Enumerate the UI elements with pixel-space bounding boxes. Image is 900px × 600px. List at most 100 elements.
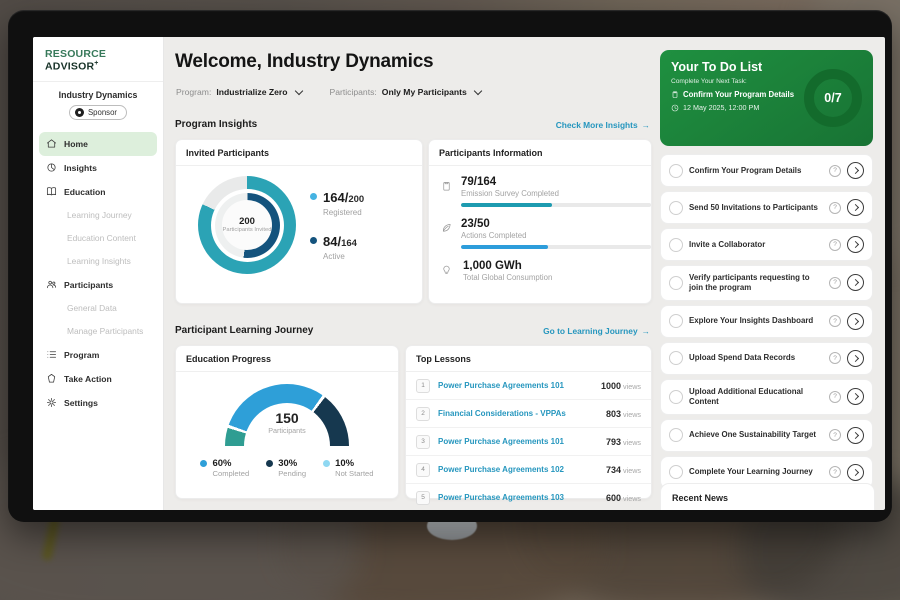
program-dropdown[interactable]: Program: Industrialize Zero (176, 86, 303, 97)
chevron-right-button[interactable] (847, 349, 864, 367)
participants-value: Only My Participants (381, 87, 467, 97)
sidebar-item-manage-participants[interactable]: Manage Participants (67, 326, 144, 336)
lesson-row: 1 Power Purchase Agreements 101 1000 view… (406, 372, 651, 400)
participants-dropdown[interactable]: Participants: Only My Participants (329, 86, 483, 97)
task-explore-insights[interactable]: Explore Your Insights Dashboard ? (660, 304, 873, 338)
help-icon[interactable]: ? (829, 201, 841, 214)
lesson-link[interactable]: Power Purchase Agreements 101 (438, 437, 564, 446)
task-upload-educational-content[interactable]: Upload Additional Educational Content ? (660, 378, 873, 415)
checkbox-icon[interactable] (669, 163, 683, 178)
lesson-link[interactable]: Financial Considerations - VPPAs (438, 409, 566, 418)
active-dot-icon (310, 237, 317, 244)
legend-completed: 60% Completed (200, 458, 249, 478)
lessons-list: 1 Power Purchase Agreements 101 1000 view… (406, 372, 651, 510)
sidebar-item-learning-insights[interactable]: Learning Insights (67, 256, 131, 266)
check-more-insights-link[interactable]: Check More Insights → (555, 119, 650, 130)
sidebar-item-education[interactable]: Education (39, 180, 157, 204)
todo-task-list: Confirm Your Program Details ? Send 50 I… (660, 154, 873, 510)
chevron-right-button[interactable] (847, 426, 864, 444)
gauge-center-value: 150 (275, 410, 299, 426)
education-progress-card: Education Progress 150 Participants (175, 345, 399, 499)
sidebar-item-settings[interactable]: Settings (39, 391, 157, 415)
sidebar-item-general-data[interactable]: General Data (67, 303, 117, 313)
sponsor-badge: Sponsor (68, 104, 128, 120)
task-confirm-program-details[interactable]: Confirm Your Program Details ? (660, 154, 873, 187)
actions-progress-bar (461, 245, 651, 249)
leaf-icon (442, 223, 451, 232)
help-icon[interactable]: ? (829, 276, 841, 289)
monitor-bezel: RESOURCE ADVISOR+ Industry Dynamics Spon… (8, 10, 892, 522)
invited-participants-card: Invited Participants 200 Participants In… (175, 139, 423, 304)
participants-label: Participants: (329, 87, 377, 97)
sidebar-item-home[interactable]: Home (39, 131, 157, 156)
sidebar-nav: Home Insights Education Learning Journey… (33, 128, 163, 419)
card-title: Top Lessons (406, 346, 651, 372)
lesson-row: 4 Power Purchase Agreements 102 734 views (406, 456, 651, 484)
todo-title: Your To Do List (671, 60, 763, 74)
go-to-learning-journey-link[interactable]: Go to Learning Journey → (543, 325, 650, 336)
donut-center-label: Participants Invited (222, 227, 272, 234)
chevron-right-button[interactable] (847, 388, 864, 406)
logo-advisor: ADVISOR (45, 60, 95, 73)
action-icon (47, 373, 56, 383)
task-achieve-sustainability-target[interactable]: Achieve One Sustainability Target ? (660, 418, 873, 452)
checkbox-icon[interactable] (669, 351, 683, 366)
not-started-dot-icon (323, 460, 331, 467)
insights-icon (47, 163, 56, 172)
gauge-center-label: Participants (268, 426, 306, 435)
help-icon[interactable]: ? (829, 429, 841, 441)
checkbox-icon[interactable] (669, 314, 683, 329)
section-title: Participant Learning Journey (175, 325, 314, 336)
section-title: Program Insights (175, 119, 258, 130)
chevron-right-button[interactable] (847, 312, 864, 330)
lesson-row: 3 Power Purchase Agreements 101 793 views (406, 428, 651, 456)
sidebar-item-participants[interactable]: Participants (39, 273, 157, 297)
sidebar-item-label: Settings (64, 397, 98, 408)
page-title: Welcome, Industry Dynamics (175, 51, 434, 72)
sidebar-item-education-content[interactable]: Education Content (67, 233, 136, 243)
chevron-right-button[interactable] (847, 199, 864, 216)
todo-counter: 0/7 (824, 91, 842, 105)
sidebar-item-take-action[interactable]: Take Action (39, 367, 157, 391)
program-label: Program: (176, 87, 212, 97)
sidebar-item-insights[interactable]: Insights (39, 156, 157, 180)
chevron-right-button[interactable] (847, 274, 864, 292)
sidebar-item-label: Home (64, 138, 88, 149)
chevron-right-button[interactable] (847, 463, 864, 481)
help-icon[interactable]: ? (829, 315, 841, 328)
learning-journey-header: Participant Learning Journey Go to Learn… (175, 325, 650, 336)
task-verify-participants[interactable]: Verify participants requesting to join t… (660, 265, 873, 301)
checkbox-icon[interactable] (669, 275, 683, 290)
sidebar-item-learning-journey[interactable]: Learning Journey (67, 210, 132, 220)
todo-datetime: 12 May 2025, 12:00 PM (683, 103, 760, 112)
lesson-link[interactable]: Power Purchase Agreements 103 (438, 493, 564, 502)
checkbox-icon[interactable] (669, 465, 683, 479)
gear-icon (46, 397, 57, 408)
checkbox-icon[interactable] (669, 428, 683, 442)
help-icon[interactable]: ? (829, 466, 841, 478)
checkbox-icon[interactable] (669, 200, 683, 215)
task-invite-collaborator[interactable]: Invite a Collaborator ? (660, 228, 873, 261)
top-lessons-card: Top Lessons 1 Power Purchase Agreements … (405, 345, 652, 505)
help-icon[interactable]: ? (829, 238, 841, 251)
checkbox-icon[interactable] (669, 237, 683, 252)
recent-news-title: Recent News (661, 484, 874, 510)
help-icon[interactable]: ? (829, 352, 841, 365)
checkbox-icon[interactable] (669, 389, 683, 404)
todo-progress-ring: 0/7 (804, 69, 862, 127)
chevron-right-button[interactable] (847, 236, 864, 253)
help-icon[interactable]: ? (829, 164, 841, 177)
stat-emission-survey: 79/164 Emission Survey Completed (441, 176, 651, 207)
sidebar-item-program[interactable]: Program (39, 343, 157, 367)
chevron-right-button[interactable] (847, 162, 864, 179)
rank-badge: 4 (416, 462, 430, 477)
arrow-right-icon: → (641, 325, 650, 336)
task-upload-spend-data[interactable]: Upload Spend Data Records ? (660, 341, 873, 375)
help-icon[interactable]: ? (829, 390, 841, 403)
lesson-link[interactable]: Power Purchase Agreements 101 (438, 381, 564, 390)
chevron-down-icon (294, 86, 303, 96)
task-send-invitations[interactable]: Send 50 Invitations to Participants ? (660, 191, 873, 224)
sponsor-icon (74, 107, 84, 117)
clipboard-icon (672, 91, 678, 98)
lesson-link[interactable]: Power Purchase Agreements 102 (438, 465, 564, 474)
